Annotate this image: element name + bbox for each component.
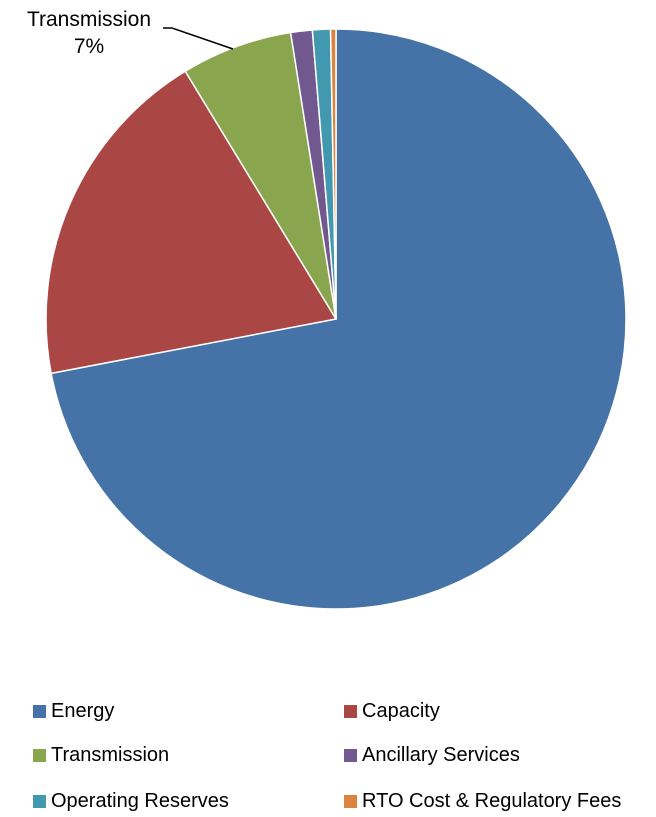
pie-slice-capacity (45, 70, 338, 375)
transmission-data-label-name: Transmission (26, 8, 152, 31)
pie-slice-rto-cost-regulatory-fees (329, 28, 337, 320)
pie-slices (45, 28, 627, 610)
transmission-data-label: Transmission 7% (14, 6, 164, 60)
transmission-data-label-percent: 7% (73, 35, 105, 58)
transmission-leader-line (163, 27, 234, 50)
pie-slice-energy (50, 28, 627, 610)
